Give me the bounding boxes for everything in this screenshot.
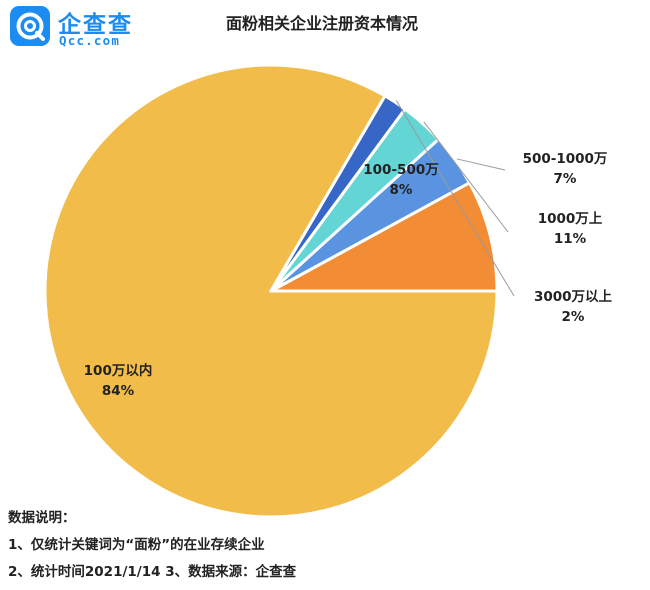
notes-heading: 数据说明： [8, 510, 76, 526]
slice-percent-5: 2% [562, 309, 585, 325]
slice-label-4: 1000万上 [538, 211, 603, 227]
notes-line-1: 1、仅统计关键词为“面粉”的在业存续企业 [8, 537, 265, 553]
brand-domain: Qcc.com [59, 33, 121, 48]
pie-slice-2 [269, 181, 499, 293]
slice-label-5: 3000万以上 [534, 289, 613, 305]
slice-percent-2: 8% [390, 182, 413, 198]
chart-title: 面粉相关企业注册资本情况 [225, 14, 418, 33]
data-notes: 数据说明： 1、仅统计关键词为“面粉”的在业存续企业 2、统计时间2021/1/… [8, 508, 296, 589]
brand-logo: 企查查 Qcc.com [10, 6, 150, 50]
slice-percent-3: 7% [554, 171, 577, 187]
leader-line-5 [395, 100, 515, 297]
leader-line-4 [423, 121, 509, 233]
slice-label-1: 100万以内 [84, 362, 153, 379]
slice-label-3: 500-1000万 [523, 151, 608, 167]
pie-slice-5 [269, 94, 407, 293]
slice-percent-4: 11% [554, 231, 587, 247]
notes-line-2: 2、统计时间2021/1/14 3、数据来源：企查查 [8, 564, 297, 580]
leader-line-3 [456, 158, 506, 171]
slice-label-2: 100-500万 [363, 162, 438, 178]
brand-name: 企查查 [58, 12, 133, 38]
qcc-logo-icon [10, 6, 50, 46]
slice-percent-1: 84% [102, 383, 135, 399]
